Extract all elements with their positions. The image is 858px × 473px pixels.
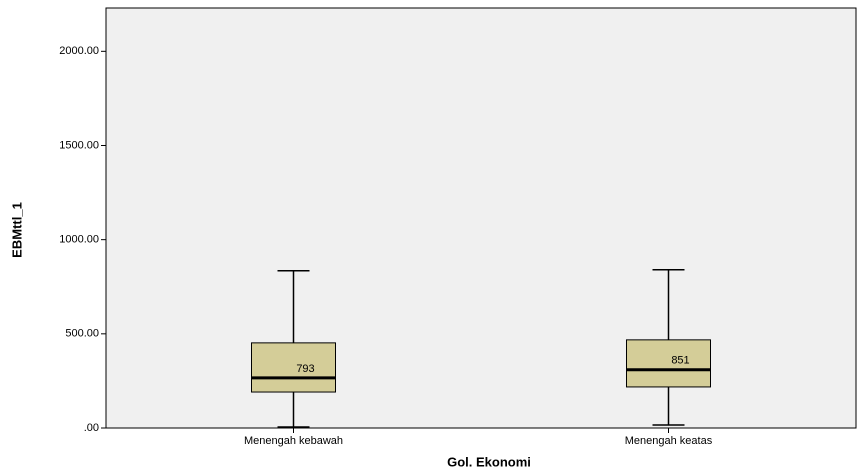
y-tick-label: 2000.00 xyxy=(59,45,99,57)
y-tick-label: 1500.00 xyxy=(59,139,99,151)
plot-area xyxy=(105,7,857,429)
box xyxy=(626,339,711,388)
x-axis-label: Gol. Ekonomi xyxy=(447,454,531,469)
box xyxy=(251,342,336,393)
box-label: 793 xyxy=(296,363,314,375)
y-axis-label: EBMttl_1 xyxy=(9,202,24,258)
box-label: 851 xyxy=(671,355,689,367)
y-tick-label: 1000.00 xyxy=(59,234,99,246)
x-tick-label: Menengah keatas xyxy=(625,435,713,447)
y-tick-label: 500.00 xyxy=(65,328,99,340)
x-tick-label: Menengah kebawah xyxy=(244,435,343,447)
y-tick-label: .00 xyxy=(84,422,99,434)
